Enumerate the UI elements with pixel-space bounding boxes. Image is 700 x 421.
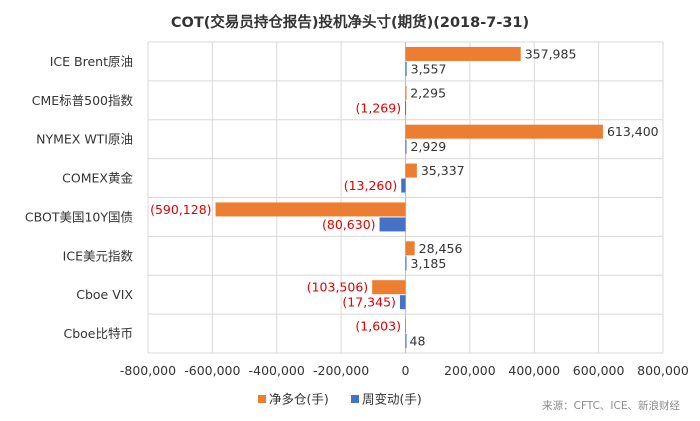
bar-weekly-change xyxy=(405,256,407,271)
x-tick-label: -600,000 xyxy=(184,363,240,378)
bar-net-long xyxy=(215,202,406,217)
bar-weekly-change xyxy=(405,61,407,76)
bar-weekly-change xyxy=(405,139,407,154)
category-label: COMEX黄金 xyxy=(62,171,133,186)
data-label: (1,269) xyxy=(356,100,402,115)
data-label: 613,400 xyxy=(607,124,659,139)
bar-net-long xyxy=(405,85,407,100)
bar-weekly-change xyxy=(405,100,407,115)
x-tick-label: 400,000 xyxy=(508,363,560,378)
x-tick-labels: -800,000 -600,000 -400,000 -200,000 0 200,000… xyxy=(120,363,689,378)
bar-weekly-change xyxy=(399,295,406,310)
legend: 净多仓(手) 周变动(手) xyxy=(258,392,422,407)
bars-layer xyxy=(215,46,603,349)
data-label: 2,929 xyxy=(410,139,446,154)
category-label: ICE Brent原油 xyxy=(50,54,133,69)
data-label: 35,337 xyxy=(421,163,465,178)
bar-weekly-change xyxy=(405,334,407,349)
bar-net-long xyxy=(372,280,406,295)
category-label: Cboe VIX xyxy=(76,287,133,302)
data-label: (1,603) xyxy=(355,319,401,334)
x-tick-label: -200,000 xyxy=(313,363,369,378)
data-label: 48 xyxy=(410,334,426,349)
chart-title: COT(交易员持仓报告)投机净头寸(期货)(2018-7-31) xyxy=(171,13,529,31)
bar-net-long xyxy=(405,241,415,256)
category-label: Cboe比特币 xyxy=(63,326,133,341)
bar-net-long xyxy=(405,124,603,139)
legend-swatch xyxy=(351,395,359,403)
x-tick-label: 0 xyxy=(402,363,410,378)
data-label: 357,985 xyxy=(525,46,577,61)
data-label: (80,630) xyxy=(322,217,376,232)
grid-lines xyxy=(147,41,664,354)
data-label: 2,295 xyxy=(410,85,446,100)
x-tick-label: -400,000 xyxy=(249,363,305,378)
bar-net-long xyxy=(405,46,521,61)
data-labels: 357,985 3,557 2,295 (1,269) 613,400 2,929 35,3… xyxy=(150,46,659,348)
legend-label: 周变动(手) xyxy=(362,392,422,407)
legend-swatch xyxy=(258,395,266,403)
category-label: CME标普500指数 xyxy=(32,93,134,108)
x-tick-label: 600,000 xyxy=(573,363,625,378)
data-label: 3,185 xyxy=(411,256,447,271)
x-tick-label: 200,000 xyxy=(444,363,496,378)
data-label: 3,557 xyxy=(411,61,447,76)
data-label: (590,128) xyxy=(150,202,211,217)
x-tick-label: 800,000 xyxy=(637,363,689,378)
bar-weekly-change xyxy=(401,178,406,193)
source-note: 来源：CFTC、ICE、新浪财经 xyxy=(542,399,680,412)
data-label: (103,506) xyxy=(307,280,368,295)
bar-weekly-change xyxy=(379,217,406,232)
category-label: CBOT美国10Y国债 xyxy=(25,209,133,224)
legend-label: 净多仓(手) xyxy=(269,392,329,407)
category-labels: ICE Brent原油 CME标普500指数 NYMEX WTI原油 COMEX黄金 C… xyxy=(25,54,134,341)
category-label: NYMEX WTI原油 xyxy=(36,132,133,147)
bar-net-long xyxy=(404,319,406,334)
data-label: 28,456 xyxy=(419,241,463,256)
x-tick-label: -800,000 xyxy=(120,363,176,378)
data-label: (13,260) xyxy=(344,178,398,193)
bar-net-long xyxy=(405,163,417,178)
category-label: ICE美元指数 xyxy=(63,248,134,263)
data-label: (17,345) xyxy=(342,295,396,310)
